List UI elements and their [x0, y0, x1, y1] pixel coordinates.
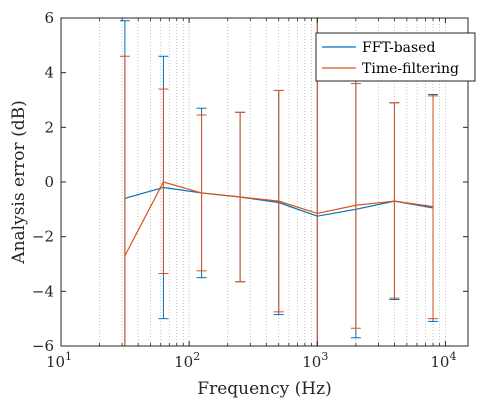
x-axis-label: Frequency (Hz) — [197, 379, 331, 399]
y-tick-label: −6 — [32, 337, 54, 355]
legend-label-time-filtering: Time-filtering — [362, 61, 459, 77]
x-tick-label: 104 — [430, 350, 456, 371]
x-tick-label: 103 — [302, 350, 328, 371]
x-tick-label: 102 — [174, 350, 200, 371]
series-1 — [119, 17, 439, 347]
series-layer — [119, 17, 439, 347]
y-tick-label: 2 — [44, 118, 54, 136]
legend-box — [315, 32, 476, 82]
legend: FFT-based Time-filtering — [315, 32, 476, 82]
y-tick-label: 4 — [44, 64, 54, 82]
y-tick-label: −2 — [32, 228, 54, 246]
y-tick-label: 0 — [44, 173, 54, 191]
y-axis-label: Analysis error (dB) — [9, 100, 29, 264]
series-line — [124, 181, 434, 257]
y-tick-label: 6 — [44, 9, 54, 27]
ticks: 101 102 103 104 −6 −4 −2 0 2 4 6 — [32, 9, 468, 371]
legend-label-fft: FFT-based — [362, 40, 435, 56]
x-tick-label: 101 — [46, 350, 72, 371]
y-tick-label: −4 — [32, 282, 54, 300]
